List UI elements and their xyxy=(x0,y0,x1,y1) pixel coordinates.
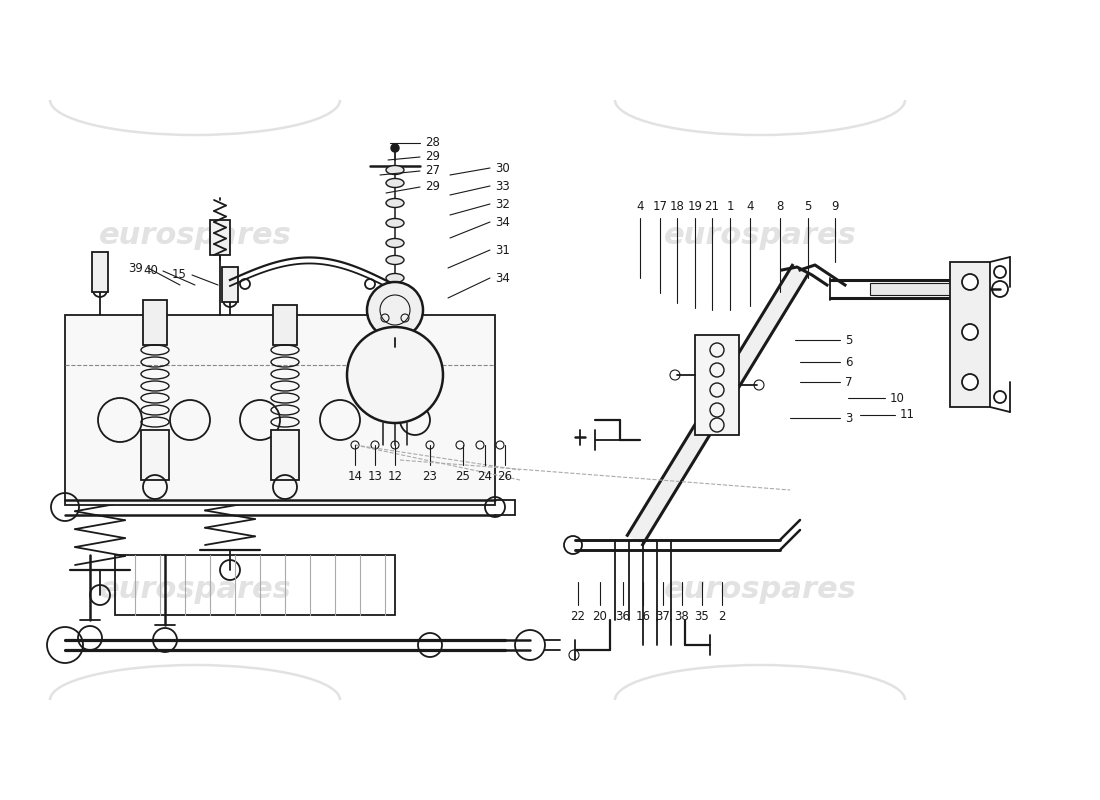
Bar xyxy=(870,283,960,295)
Ellipse shape xyxy=(386,198,404,207)
Text: 23: 23 xyxy=(422,470,438,483)
Text: 17: 17 xyxy=(652,200,668,213)
Text: 40: 40 xyxy=(143,265,158,278)
Polygon shape xyxy=(627,266,807,545)
Text: 25: 25 xyxy=(455,470,471,483)
Bar xyxy=(273,305,297,345)
Text: 39: 39 xyxy=(128,262,143,274)
Circle shape xyxy=(962,374,978,390)
Text: 15: 15 xyxy=(172,269,187,282)
Circle shape xyxy=(367,282,424,338)
Text: 6: 6 xyxy=(845,355,853,369)
Text: 5: 5 xyxy=(845,334,853,346)
Text: 4: 4 xyxy=(746,200,754,213)
Text: 37: 37 xyxy=(656,610,670,623)
Bar xyxy=(210,220,230,255)
Circle shape xyxy=(962,274,978,290)
Circle shape xyxy=(962,324,978,340)
Ellipse shape xyxy=(386,178,404,187)
Bar xyxy=(143,300,167,345)
Ellipse shape xyxy=(386,255,404,265)
Text: 18: 18 xyxy=(670,200,684,213)
Text: 5: 5 xyxy=(804,200,812,213)
Text: eurospares: eurospares xyxy=(99,575,292,605)
Text: 31: 31 xyxy=(495,243,510,257)
Text: 36: 36 xyxy=(616,610,630,623)
Text: 22: 22 xyxy=(571,610,585,623)
Text: 32: 32 xyxy=(495,198,510,210)
Text: 20: 20 xyxy=(593,610,607,623)
Text: 12: 12 xyxy=(387,470,403,483)
Text: 3: 3 xyxy=(845,411,853,425)
Text: 9: 9 xyxy=(832,200,838,213)
Bar xyxy=(141,430,169,480)
Text: 14: 14 xyxy=(348,470,363,483)
Text: 38: 38 xyxy=(674,610,690,623)
Text: 24: 24 xyxy=(477,470,493,483)
Text: 19: 19 xyxy=(688,200,703,213)
Text: 34: 34 xyxy=(495,271,510,285)
Text: 2: 2 xyxy=(718,610,726,623)
Ellipse shape xyxy=(386,238,404,247)
Bar xyxy=(695,335,739,435)
Text: eurospares: eurospares xyxy=(99,221,292,250)
Text: 21: 21 xyxy=(704,200,719,213)
Text: 35: 35 xyxy=(694,610,710,623)
Text: 4: 4 xyxy=(636,200,644,213)
Ellipse shape xyxy=(386,218,404,227)
Text: 13: 13 xyxy=(367,470,383,483)
Text: 30: 30 xyxy=(495,162,509,174)
Text: 10: 10 xyxy=(890,391,905,405)
Text: 34: 34 xyxy=(495,215,510,229)
Text: 28: 28 xyxy=(425,137,440,150)
Circle shape xyxy=(390,144,399,152)
Ellipse shape xyxy=(386,166,404,174)
Text: 16: 16 xyxy=(636,610,650,623)
Text: 11: 11 xyxy=(900,409,915,422)
Bar xyxy=(950,262,990,407)
Text: 27: 27 xyxy=(425,165,440,178)
Bar xyxy=(92,252,108,292)
Text: 29: 29 xyxy=(425,181,440,194)
Text: 33: 33 xyxy=(495,179,509,193)
Bar xyxy=(271,430,299,480)
Text: 29: 29 xyxy=(425,150,440,163)
Text: 8: 8 xyxy=(777,200,783,213)
Text: eurospares: eurospares xyxy=(663,221,857,250)
Text: eurospares: eurospares xyxy=(663,575,857,605)
Bar xyxy=(222,267,238,302)
Text: 26: 26 xyxy=(497,470,513,483)
Circle shape xyxy=(346,327,443,423)
Ellipse shape xyxy=(386,274,404,282)
Text: 7: 7 xyxy=(845,375,853,389)
Text: 1: 1 xyxy=(726,200,734,213)
Bar xyxy=(116,555,395,615)
Bar xyxy=(65,315,495,505)
